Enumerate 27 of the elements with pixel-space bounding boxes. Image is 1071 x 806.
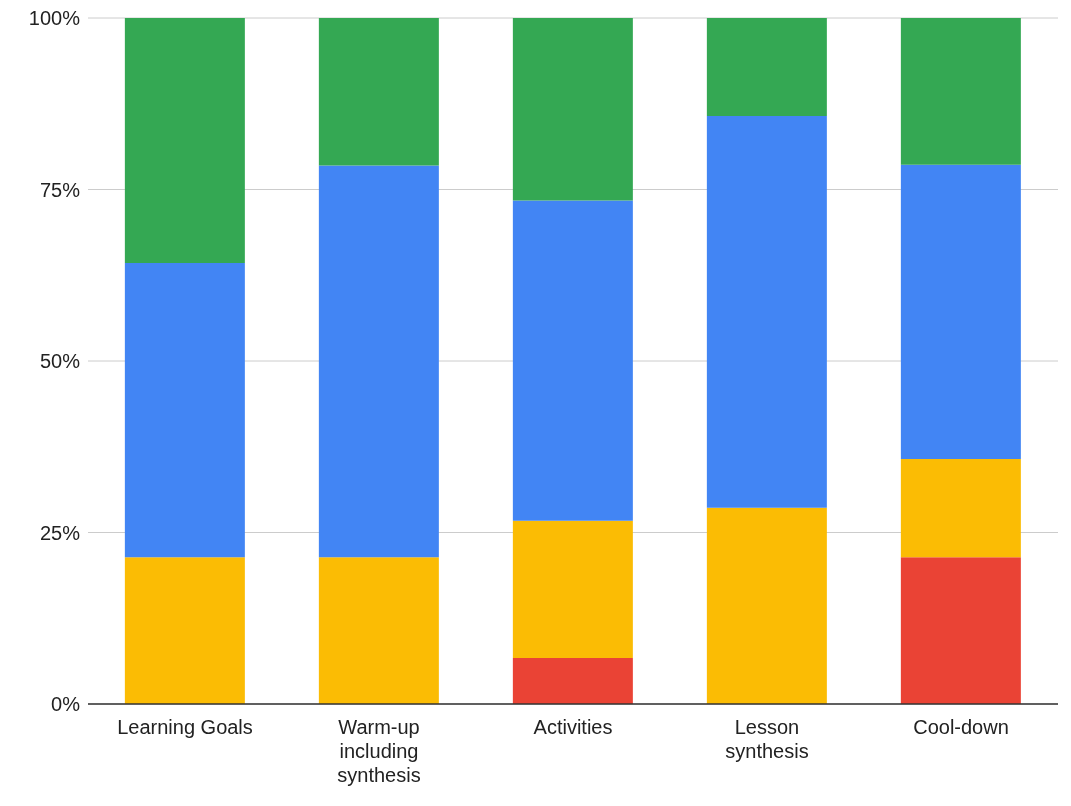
bar <box>900 164 1021 460</box>
y-tick-label: 50% <box>39 350 81 373</box>
y-tick-label: 0% <box>51 693 81 716</box>
bar <box>900 459 1021 558</box>
x-tick-label: Warm-up including synthesis <box>337 716 421 786</box>
x-tick-label: Lesson synthesis <box>725 716 809 762</box>
bar <box>706 116 827 508</box>
bar <box>900 557 1021 704</box>
bar <box>512 658 633 704</box>
bar <box>124 262 245 558</box>
y-tick-label: 75% <box>39 178 81 201</box>
bar <box>124 557 245 704</box>
bar <box>706 507 827 704</box>
bar <box>512 18 633 201</box>
bar <box>512 200 633 521</box>
x-tick-label: Learning Goals <box>117 716 253 738</box>
bar <box>512 520 633 659</box>
y-tick-label: 25% <box>39 521 81 544</box>
y-tick-label: 100% <box>28 7 81 30</box>
bar <box>706 18 827 117</box>
x-tick-label: Activities <box>533 716 613 738</box>
bar <box>124 18 245 263</box>
bar <box>318 18 439 166</box>
bar <box>900 18 1021 165</box>
bar <box>318 557 439 704</box>
x-tick-label: Cool-down <box>913 716 1009 738</box>
bar <box>318 165 439 558</box>
